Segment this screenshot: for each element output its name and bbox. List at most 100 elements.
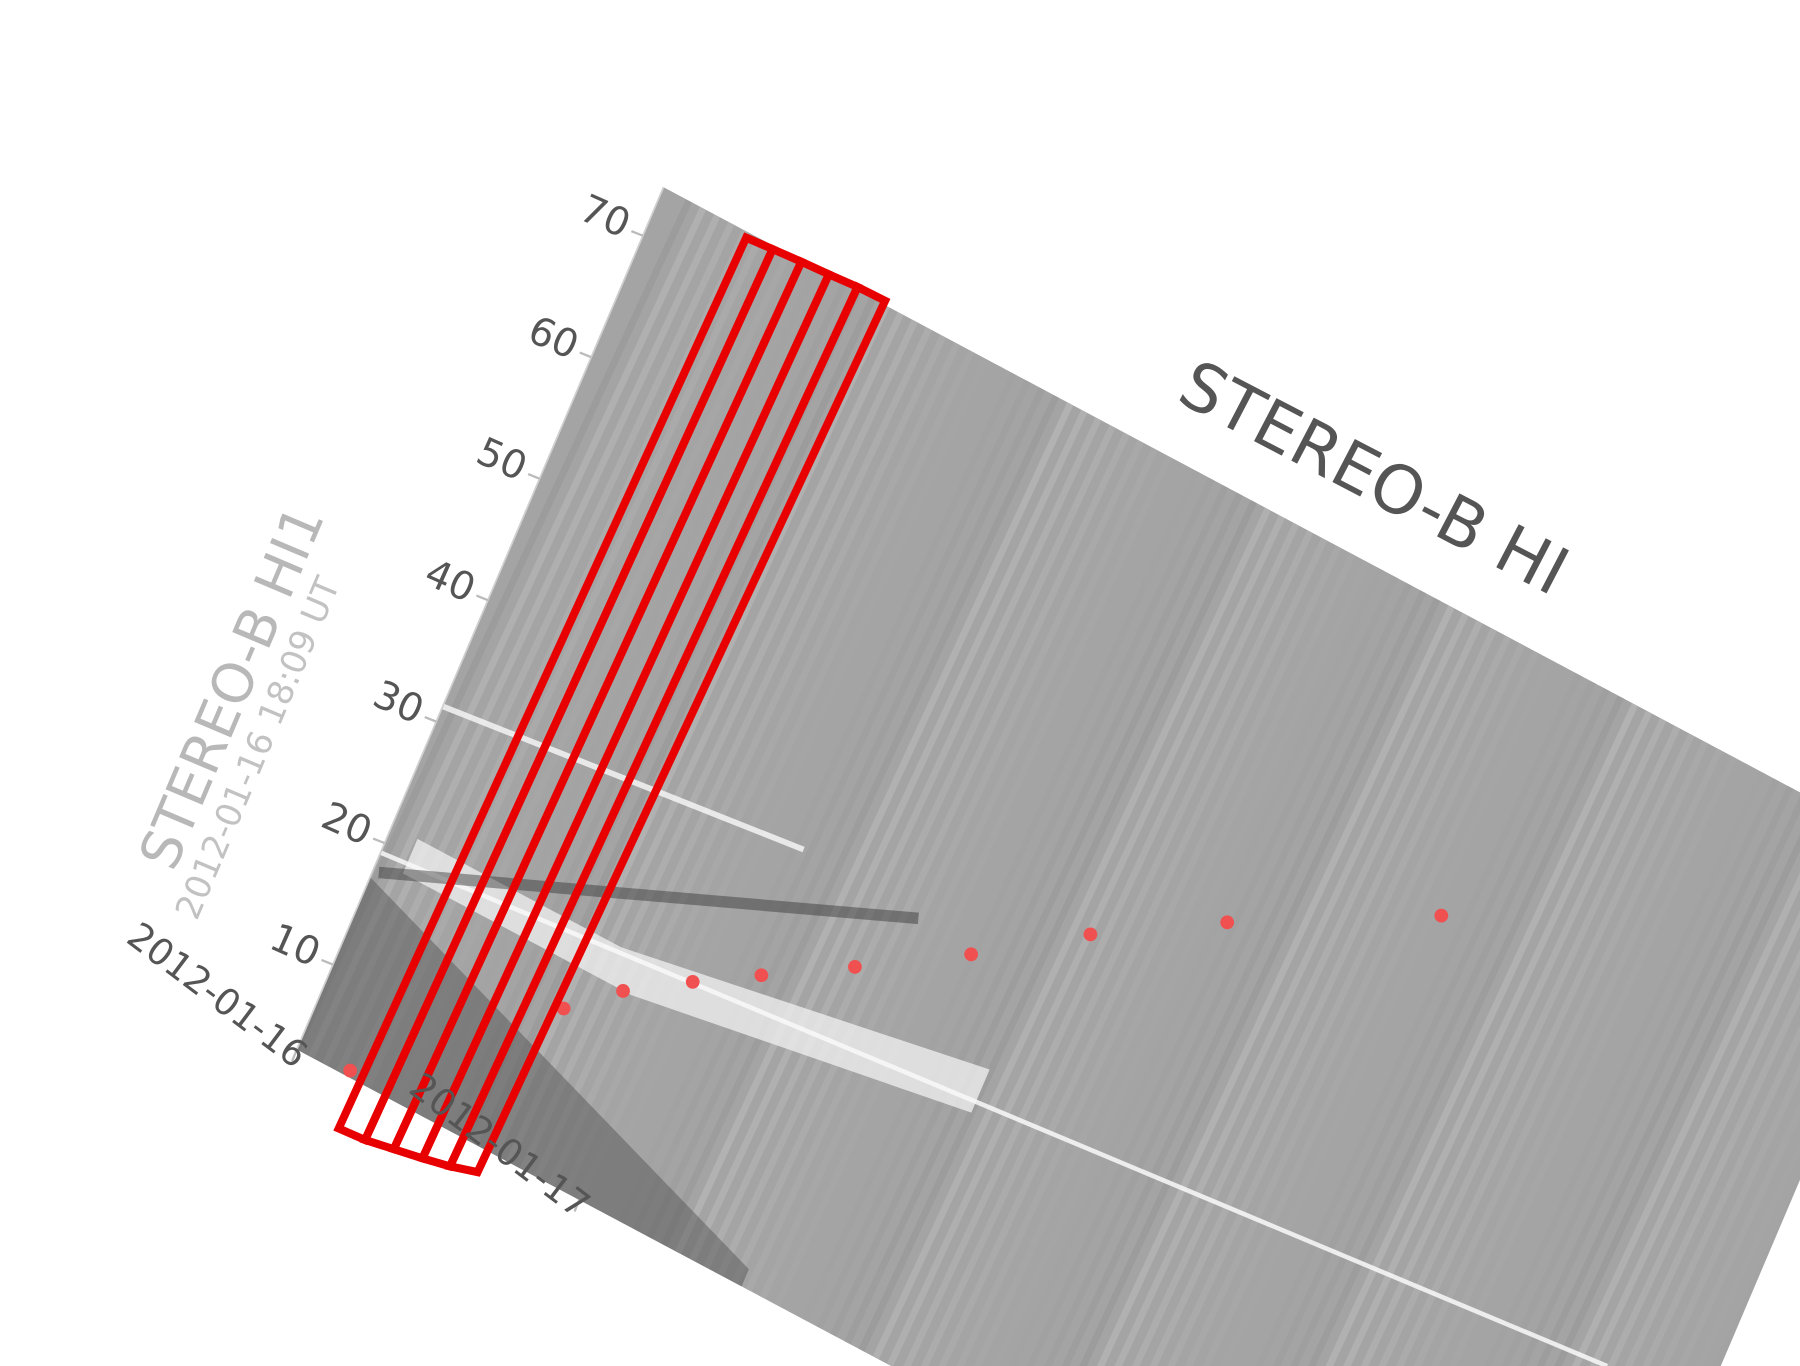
data-point bbox=[964, 947, 979, 962]
data-point bbox=[616, 984, 630, 998]
texture-stripe bbox=[1507, 845, 1800, 1366]
y-tick bbox=[630, 230, 644, 237]
texture-stripe bbox=[1027, 590, 1427, 1366]
y-tick-label: 60 bbox=[521, 308, 585, 369]
data-point bbox=[848, 960, 862, 974]
y-tick bbox=[527, 473, 540, 480]
texture-stripe bbox=[900, 522, 1300, 1366]
texture-stripe bbox=[420, 266, 820, 1119]
texture-stripe bbox=[999, 575, 1399, 1366]
texture-stripe bbox=[392, 251, 791, 1104]
texture-stripe bbox=[1395, 785, 1794, 1366]
texture-stripe bbox=[886, 515, 1286, 1366]
texture-stripe bbox=[1112, 635, 1512, 1366]
texture-stripe bbox=[1013, 582, 1413, 1366]
texture-stripe bbox=[929, 537, 1328, 1366]
texture-stripe bbox=[1084, 620, 1483, 1366]
y-tick bbox=[475, 594, 489, 602]
y-tick-label: 20 bbox=[315, 794, 379, 855]
texture-stripe bbox=[801, 469, 1201, 1322]
texture-stripe bbox=[1098, 627, 1497, 1366]
texture-stripe bbox=[1225, 695, 1625, 1366]
texture-stripe bbox=[1140, 650, 1540, 1366]
texture-stripe bbox=[1296, 733, 1695, 1366]
texture-stripe bbox=[689, 409, 1088, 1262]
y-axis bbox=[295, 186, 665, 1050]
texture-stripe bbox=[1310, 740, 1709, 1366]
texture-stripe bbox=[1042, 597, 1441, 1366]
texture-stripe bbox=[971, 560, 1370, 1366]
plot-area bbox=[296, 187, 1800, 1366]
y-tick-label: 10 bbox=[263, 915, 327, 976]
data-point bbox=[556, 1001, 571, 1016]
texture-stripe bbox=[1536, 860, 1800, 1366]
texture-stripe bbox=[1423, 800, 1800, 1366]
texture-stripe bbox=[1183, 672, 1582, 1366]
data-point bbox=[754, 968, 769, 983]
texture-stripe bbox=[674, 402, 1074, 1255]
texture-stripe bbox=[505, 312, 904, 1164]
texture-stripe bbox=[1465, 823, 1800, 1366]
bright-streak bbox=[440, 703, 805, 853]
texture-stripe bbox=[1253, 710, 1653, 1366]
texture-stripe bbox=[1380, 778, 1780, 1366]
texture-stripe bbox=[1409, 793, 1800, 1366]
selection-box[interactable] bbox=[444, 281, 891, 1177]
texture-stripe bbox=[787, 462, 1187, 1315]
texture-stripe bbox=[1352, 763, 1752, 1366]
texture-stripe bbox=[1493, 838, 1800, 1366]
texture-stripe bbox=[816, 477, 1215, 1330]
texture-stripe bbox=[618, 372, 1017, 1225]
texture-stripe bbox=[703, 417, 1102, 1270]
texture-stripe bbox=[957, 552, 1356, 1366]
x-tick bbox=[573, 1199, 581, 1212]
y-tick-label: 40 bbox=[418, 551, 482, 612]
texture-stripe bbox=[1550, 868, 1800, 1366]
image-layer bbox=[296, 187, 1800, 1366]
texture-stripe bbox=[1366, 770, 1766, 1366]
texture-stripe bbox=[985, 567, 1384, 1366]
data-point bbox=[1220, 915, 1235, 930]
texture-stripe bbox=[448, 281, 848, 1134]
scene: STEREO-B HI1 2012-01-16 18:09 UT 10 20 30 4… bbox=[119, 186, 1800, 1366]
texture-stripe bbox=[646, 387, 1046, 1240]
side-info: STEREO-B HI1 2012-01-16 18:09 UT bbox=[127, 496, 349, 925]
texture-stripe bbox=[1451, 815, 1800, 1366]
data-point bbox=[1083, 927, 1098, 942]
texture-stripe bbox=[1154, 657, 1554, 1366]
texture-stripe bbox=[1522, 853, 1800, 1366]
texture-stripe bbox=[477, 296, 876, 1149]
texture-stripe bbox=[1126, 642, 1526, 1366]
texture-stripe bbox=[1211, 687, 1610, 1366]
texture-stripe bbox=[561, 342, 961, 1194]
x-tick bbox=[291, 1049, 298, 1062]
texture-stripe bbox=[632, 379, 1031, 1232]
texture-stripe bbox=[844, 492, 1243, 1345]
texture-stripe bbox=[745, 439, 1144, 1292]
texture-stripe bbox=[872, 507, 1272, 1360]
texture-stripe bbox=[604, 364, 1003, 1217]
texture-stripe bbox=[943, 545, 1342, 1366]
data-point bbox=[685, 974, 700, 989]
selection-boxes bbox=[333, 232, 891, 1177]
y-tick-label: 50 bbox=[470, 429, 534, 490]
y-tick-label: 30 bbox=[366, 672, 430, 733]
texture-stripe bbox=[590, 357, 989, 1209]
texture-stripe bbox=[1324, 748, 1723, 1366]
texture-stripe bbox=[731, 432, 1130, 1285]
texture-stripe bbox=[660, 394, 1060, 1247]
texture-stripe bbox=[830, 484, 1229, 1337]
texture-stripe bbox=[759, 447, 1159, 1300]
texture-stripe bbox=[576, 349, 975, 1202]
dark-streak bbox=[378, 866, 919, 925]
texture-stripe bbox=[1169, 665, 1568, 1366]
texture-stripe bbox=[1239, 703, 1639, 1366]
texture-stripe bbox=[1479, 830, 1800, 1366]
texture-stripe bbox=[519, 319, 919, 1172]
texture-stripe bbox=[717, 424, 1116, 1277]
data-point bbox=[1434, 908, 1449, 923]
texture-stripe bbox=[1056, 605, 1455, 1366]
texture-stripe bbox=[1338, 755, 1737, 1366]
